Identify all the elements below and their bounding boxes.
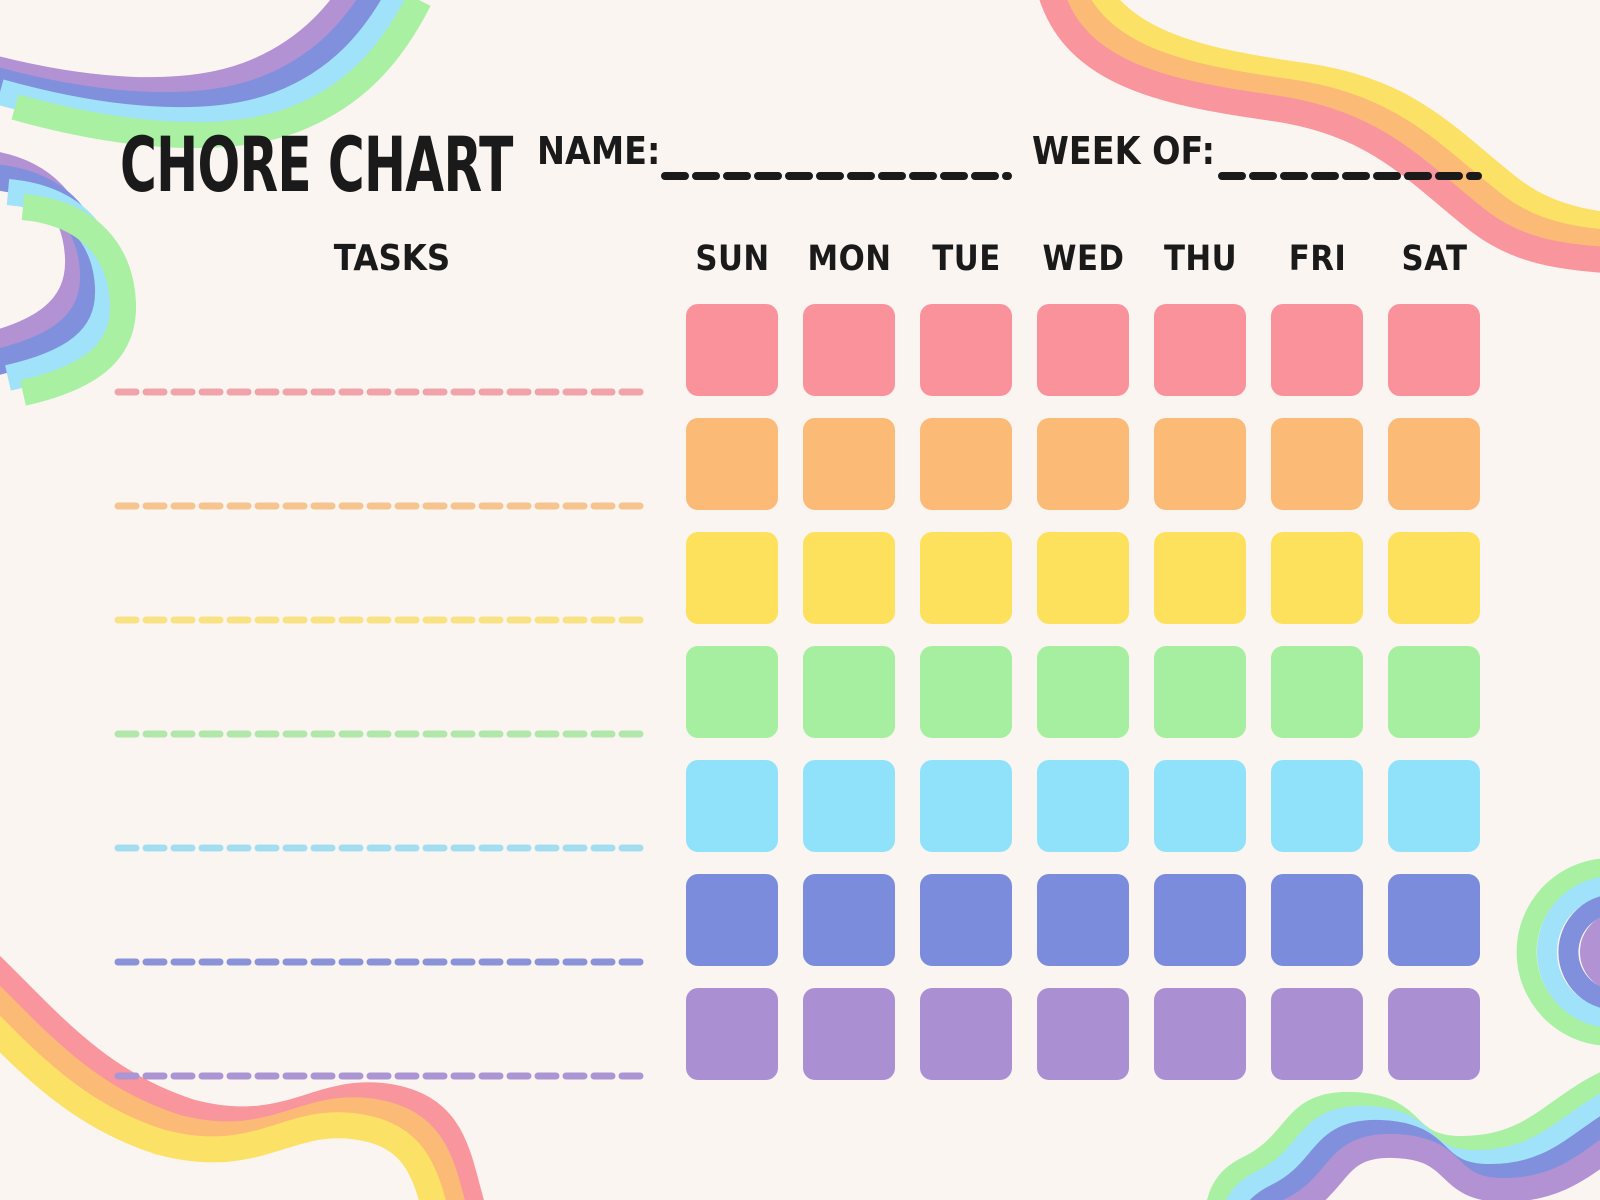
chore-cell[interactable] [1271,760,1363,852]
chore-cell[interactable] [1388,532,1480,624]
chore-cell[interactable] [920,874,1012,966]
chore-cell[interactable] [1037,988,1129,1080]
chore-cell[interactable] [920,532,1012,624]
chore-cell[interactable] [686,304,778,396]
chore-cell[interactable] [1154,646,1246,738]
chore-cell[interactable] [920,304,1012,396]
rainbow-ribbon-bottom-right [1207,858,1600,1200]
chore-cell[interactable] [1271,646,1363,738]
chore-cell[interactable] [920,418,1012,510]
chore-cell[interactable] [1037,874,1129,966]
chore-cell[interactable] [1388,304,1480,396]
chore-cell[interactable] [1037,304,1129,396]
chore-cell[interactable] [1388,646,1480,738]
chore-cell[interactable] [920,988,1012,1080]
chore-cell[interactable] [803,874,895,966]
chore-cell[interactable] [1388,418,1480,510]
chore-cell[interactable] [1271,304,1363,396]
chore-cell[interactable] [1388,760,1480,852]
chore-cell[interactable] [920,646,1012,738]
day-header-thu: THU [1163,239,1238,279]
chore-cell[interactable] [1154,304,1246,396]
chore-cell[interactable] [1154,418,1246,510]
chore-cell[interactable] [803,760,895,852]
day-header-sun: SUN [695,239,770,279]
chore-cell[interactable] [803,646,895,738]
chore-cell[interactable] [1388,988,1480,1080]
week-of-label: WEEK OF: [1032,129,1215,173]
chore-cell[interactable] [1154,532,1246,624]
rainbow-ribbon-top-right [1039,0,1600,273]
chore-cell[interactable] [686,874,778,966]
chore-cell[interactable] [920,760,1012,852]
chore-cell[interactable] [803,418,895,510]
tasks-column-header: TASKS [333,238,451,279]
chore-cell[interactable] [1271,874,1363,966]
page-title: CHORE CHART [120,120,513,209]
chore-cell[interactable] [1154,988,1246,1080]
chore-cell[interactable] [803,988,895,1080]
day-header-sat: SAT [1401,239,1468,279]
chore-cell[interactable] [686,760,778,852]
chore-cell[interactable] [1271,418,1363,510]
chore-cell[interactable] [1037,418,1129,510]
chore-cell[interactable] [686,646,778,738]
task-write-lines [114,388,652,1080]
chore-cell[interactable] [1037,760,1129,852]
chore-cell[interactable] [1037,532,1129,624]
name-label: NAME: [537,129,661,173]
chore-cell[interactable] [1388,874,1480,966]
chore-cell[interactable] [1271,988,1363,1080]
day-header-wed: WED [1042,239,1125,279]
day-header-tue: TUE [932,239,1001,279]
chore-cell[interactable] [1154,760,1246,852]
chore-cell[interactable] [686,532,778,624]
day-header-mon: MON [807,239,892,279]
chore-cell[interactable] [1154,874,1246,966]
day-header-fri: FRI [1288,239,1347,279]
chore-cell[interactable] [803,532,895,624]
chore-cell[interactable] [686,418,778,510]
chore-cell[interactable] [686,988,778,1080]
chore-cell[interactable] [803,304,895,396]
chore-cell[interactable] [1037,646,1129,738]
rainbow-ribbon-top-left [0,0,431,406]
chore-cell[interactable] [1271,532,1363,624]
